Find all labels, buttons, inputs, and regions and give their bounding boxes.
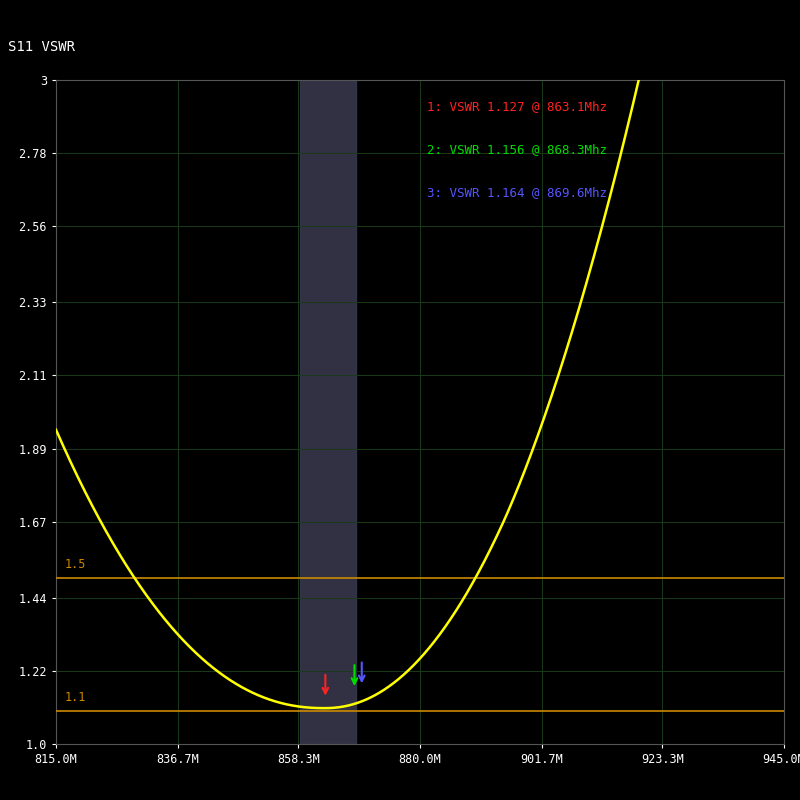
Text: 1: VSWR 1.127 @ 863.1Mhz: 1: VSWR 1.127 @ 863.1Mhz (427, 100, 607, 113)
Text: 1.5: 1.5 (65, 558, 86, 571)
Bar (300, 80, 356, 744)
Text: 1.1: 1.1 (65, 691, 86, 704)
Text: S11 VSWR: S11 VSWR (8, 40, 75, 54)
Text: 2: VSWR 1.156 @ 868.3Mhz: 2: VSWR 1.156 @ 868.3Mhz (427, 143, 607, 156)
Text: 3: VSWR 1.164 @ 869.6Mhz: 3: VSWR 1.164 @ 869.6Mhz (427, 186, 607, 199)
